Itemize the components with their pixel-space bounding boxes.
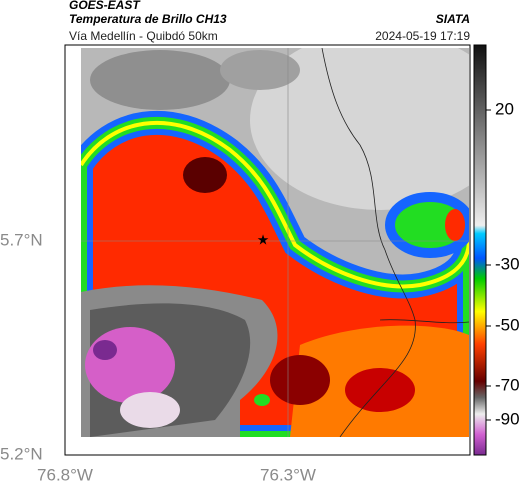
lon-label: 76.8°W	[37, 465, 93, 484]
lon-label: 76.3°W	[260, 465, 316, 484]
map-frame	[64, 44, 471, 456]
datetime: 2024-05-19 17:19	[375, 29, 470, 43]
product: Temperatura de Brillo CH13	[69, 12, 227, 26]
tick-label: -30	[495, 254, 520, 273]
agency: SIATA	[436, 12, 470, 26]
lat-label: 5.2°N	[0, 444, 43, 463]
source: GOES-EAST	[69, 0, 141, 12]
map-image: ★	[81, 48, 469, 437]
tick-label: -70	[495, 375, 520, 394]
colorbar-ticks: 20 -30 -50 -70 -90	[486, 99, 520, 428]
tick-label: -90	[495, 409, 520, 428]
location: Vía Medellín - Quibdó 50km	[69, 29, 218, 43]
tick-label: 20	[495, 99, 514, 118]
colorbar	[473, 44, 487, 456]
tick-label: -50	[495, 315, 520, 334]
svg-text:★: ★	[257, 232, 270, 248]
lat-label: 5.7°N	[0, 230, 43, 249]
